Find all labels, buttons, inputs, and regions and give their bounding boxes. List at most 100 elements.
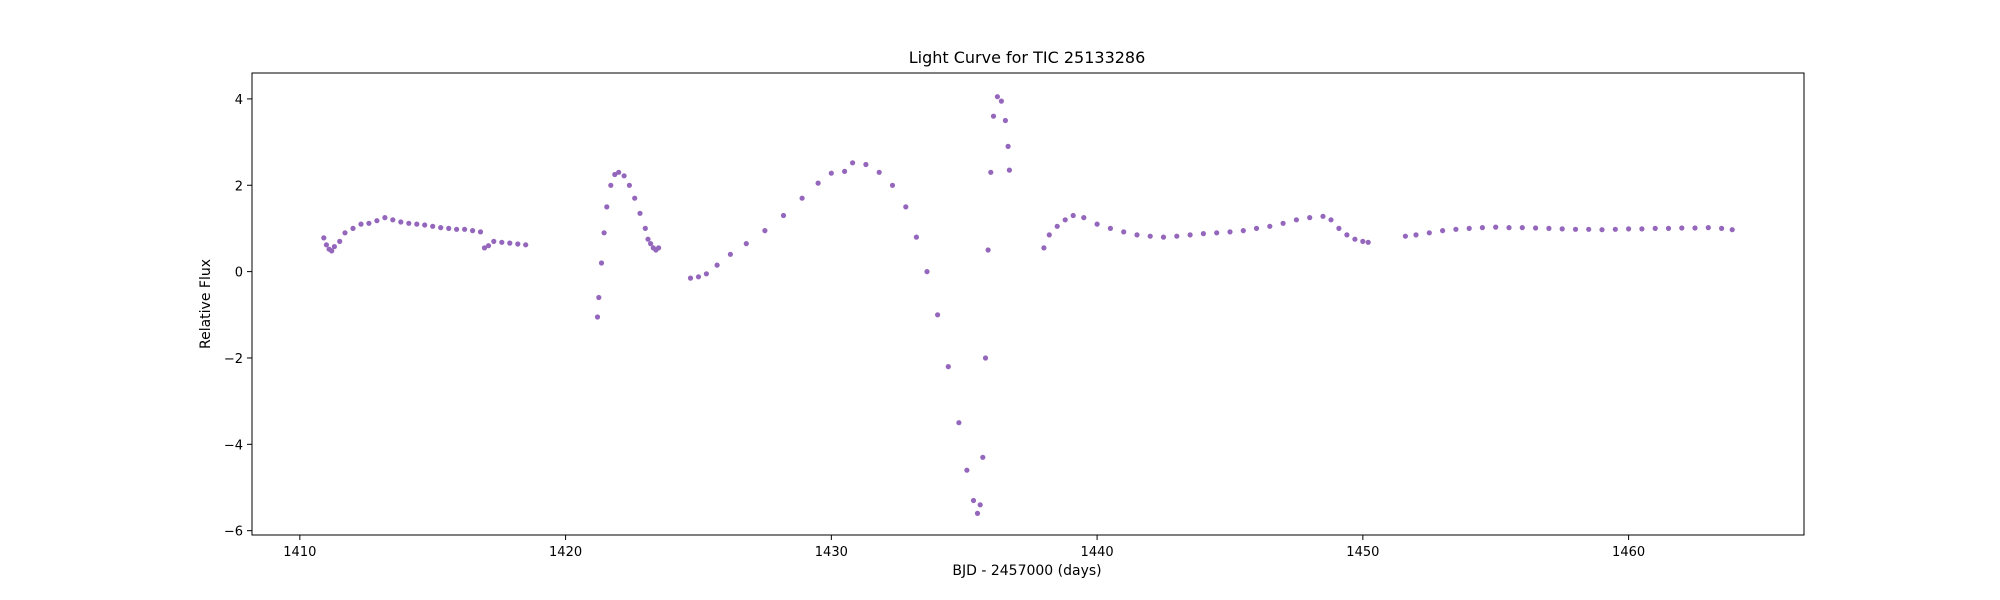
data-point xyxy=(1121,229,1127,235)
data-point xyxy=(695,274,702,280)
data-point xyxy=(515,241,521,247)
data-points-layer xyxy=(321,94,1735,516)
data-point xyxy=(342,230,348,236)
data-point xyxy=(382,215,388,221)
data-point xyxy=(799,195,805,201)
data-point xyxy=(632,195,638,201)
data-point xyxy=(1599,227,1605,233)
data-point xyxy=(594,314,601,320)
data-point xyxy=(964,467,970,473)
data-point xyxy=(727,251,734,257)
data-point xyxy=(1506,225,1512,231)
data-point xyxy=(626,182,633,188)
y-tick-label: −4 xyxy=(224,438,243,453)
data-point xyxy=(1070,212,1076,219)
data-point xyxy=(1533,225,1539,231)
data-segment-1 xyxy=(321,215,529,254)
data-segment-2 xyxy=(594,169,662,320)
data-point xyxy=(1559,226,1565,232)
data-point xyxy=(598,260,605,266)
data-point xyxy=(1639,226,1645,232)
data-point xyxy=(601,230,607,236)
data-point xyxy=(1440,228,1446,234)
data-point xyxy=(596,294,602,301)
data-point xyxy=(1320,213,1326,219)
data-point xyxy=(687,275,694,281)
x-tick-label: 1460 xyxy=(1612,545,1645,560)
data-point xyxy=(1214,230,1220,236)
data-point xyxy=(1253,225,1260,231)
data-point xyxy=(980,454,986,460)
data-point xyxy=(462,226,468,232)
data-point xyxy=(1413,232,1419,238)
data-point xyxy=(491,238,497,244)
data-point xyxy=(648,241,654,247)
y-tick-label: −2 xyxy=(224,352,243,367)
data-point xyxy=(1107,225,1113,231)
data-point xyxy=(990,113,997,119)
data-point xyxy=(645,236,651,242)
data-point xyxy=(985,247,991,253)
plot-area-frame xyxy=(251,72,1805,536)
data-point xyxy=(1328,217,1334,223)
data-point xyxy=(1174,233,1180,239)
data-point xyxy=(1426,230,1432,236)
data-point xyxy=(935,312,941,318)
data-point xyxy=(485,243,492,249)
data-point xyxy=(828,170,834,176)
data-point xyxy=(1729,227,1735,233)
data-point xyxy=(477,229,484,235)
data-point xyxy=(616,169,622,175)
x-tick-label: 1410 xyxy=(283,545,316,560)
data-point xyxy=(1652,225,1658,231)
data-segment-3 xyxy=(687,94,1013,516)
data-point xyxy=(329,248,335,254)
data-point xyxy=(422,222,428,228)
data-point xyxy=(1005,143,1011,149)
data-point xyxy=(1586,226,1592,232)
data-point xyxy=(1041,245,1047,251)
chart-title: Light Curve for TIC 25133286 xyxy=(909,48,1146,67)
data-point xyxy=(1719,225,1725,231)
data-point xyxy=(656,245,662,251)
data-point xyxy=(1626,226,1632,232)
data-point xyxy=(337,238,343,244)
data-point xyxy=(621,173,627,179)
data-point xyxy=(331,244,337,250)
data-point xyxy=(1293,217,1299,223)
data-point xyxy=(430,223,436,229)
data-point xyxy=(612,171,618,178)
data-point xyxy=(446,225,452,231)
data-point xyxy=(913,234,920,240)
data-point xyxy=(1336,225,1342,231)
data-point xyxy=(523,242,529,248)
data-point xyxy=(956,420,962,426)
data-point xyxy=(1402,233,1408,239)
x-axis-title: BJD - 2457000 (days) xyxy=(952,563,1101,579)
data-point xyxy=(406,220,412,226)
data-point xyxy=(1094,221,1100,227)
data-point xyxy=(945,364,951,370)
data-point xyxy=(366,220,372,226)
data-point xyxy=(1147,233,1153,239)
data-point xyxy=(842,168,848,174)
data-point xyxy=(604,204,610,210)
data-point xyxy=(1466,225,1472,231)
data-point xyxy=(850,160,856,166)
data-point xyxy=(743,241,749,247)
data-point xyxy=(390,217,396,223)
data-point xyxy=(714,262,720,268)
data-point xyxy=(1519,225,1525,231)
data-point xyxy=(499,239,505,245)
data-point xyxy=(1046,232,1052,238)
data-point xyxy=(1479,225,1485,231)
x-tick-label: 1430 xyxy=(815,545,848,560)
data-point xyxy=(642,225,648,231)
data-point xyxy=(608,182,614,188)
data-point xyxy=(1546,225,1552,231)
x-axis: 1410 1420 1430 1440 1450 1460 xyxy=(283,535,1645,560)
data-point xyxy=(762,228,768,234)
data-point xyxy=(470,228,476,234)
